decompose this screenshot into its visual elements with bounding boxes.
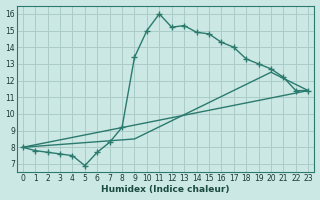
X-axis label: Humidex (Indice chaleur): Humidex (Indice chaleur) [101,185,230,194]
